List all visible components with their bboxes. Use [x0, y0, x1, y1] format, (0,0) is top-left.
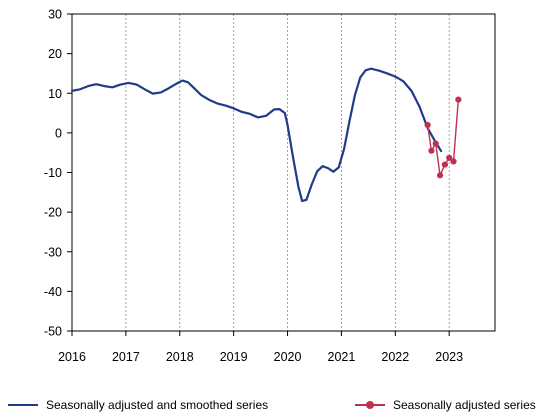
x-tick-label: 2019	[220, 350, 248, 364]
legend-label-smoothed: Seasonally adjusted and smoothed series	[46, 398, 269, 412]
y-tick-label: 10	[48, 87, 62, 101]
gridlines	[125, 14, 450, 331]
data-point-adjusted	[450, 158, 457, 165]
x-axis-labels: 2016 2017 2018 2019 2020 2021 2022 2023	[58, 350, 463, 364]
y-tick-label: 0	[55, 126, 62, 140]
x-tick-label: 2023	[435, 350, 463, 364]
legend-swatch-adjusted	[355, 399, 385, 411]
x-tick-label: 2018	[166, 350, 194, 364]
series-group	[70, 67, 462, 203]
y-tick-label: -20	[44, 206, 62, 220]
x-tick-label: 2021	[328, 350, 356, 364]
legend-label-adjusted: Seasonally adjusted series	[393, 398, 536, 412]
data-point-adjusted	[446, 154, 453, 161]
x-tick-label: 2020	[274, 350, 302, 364]
legend-item-adjusted: Seasonally adjusted series	[355, 396, 536, 414]
series-line-smoothed	[70, 67, 443, 203]
legend-item-smoothed: Seasonally adjusted and smoothed series	[8, 396, 268, 414]
data-point-adjusted	[455, 96, 462, 103]
data-point-adjusted	[441, 161, 448, 168]
data-point-adjusted	[424, 121, 431, 129]
plot-frame	[71, 13, 496, 332]
data-point-adjusted	[436, 172, 444, 179]
y-tick-label: -40	[44, 285, 62, 299]
y-tick-label: -30	[44, 245, 62, 259]
y-tick-label: 20	[48, 47, 62, 61]
x-tick-label: 2016	[58, 350, 86, 364]
y-axis-labels: 30 20 10 0 -10 -20 -30 -40 -50	[44, 8, 62, 339]
legend-swatch-smoothed	[8, 399, 38, 411]
y-tick-label: -50	[44, 325, 62, 339]
axis-ticks	[67, 13, 450, 336]
x-tick-label: 2017	[112, 350, 140, 364]
data-point-adjusted	[432, 140, 439, 147]
y-tick-label: 30	[48, 8, 62, 22]
data-point-adjusted	[428, 147, 435, 154]
y-tick-label: -10	[44, 166, 62, 180]
x-tick-label: 2022	[381, 350, 409, 364]
